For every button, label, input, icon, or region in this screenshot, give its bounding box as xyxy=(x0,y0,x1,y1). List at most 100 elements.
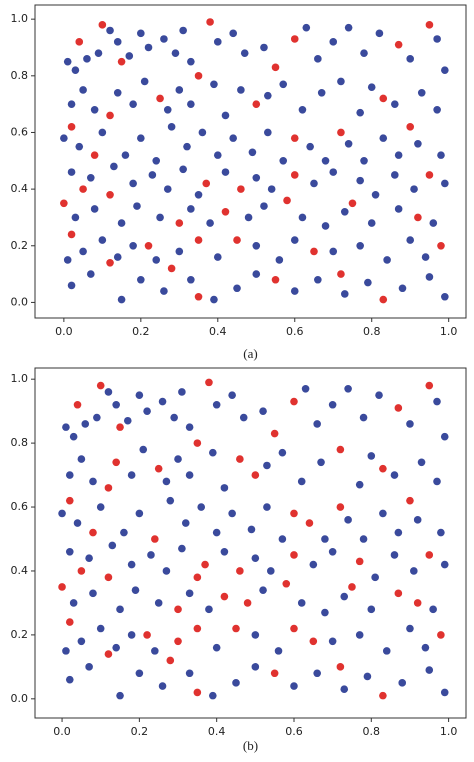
point xyxy=(417,89,426,97)
point xyxy=(167,264,176,273)
point xyxy=(135,669,144,678)
point xyxy=(344,516,352,524)
point xyxy=(77,637,86,646)
point xyxy=(65,618,74,626)
point xyxy=(113,38,122,46)
point xyxy=(355,631,364,639)
point xyxy=(364,278,372,287)
y-tick-label: 1.0 xyxy=(11,12,29,25)
point xyxy=(398,679,407,687)
y-tick-label: 0.4 xyxy=(11,564,29,577)
point xyxy=(344,384,352,393)
point xyxy=(112,458,120,467)
point xyxy=(243,599,252,607)
point xyxy=(175,86,184,94)
point xyxy=(271,275,280,284)
point xyxy=(81,420,90,428)
point xyxy=(394,40,403,49)
point xyxy=(371,573,379,582)
point xyxy=(62,423,70,431)
point xyxy=(179,165,187,174)
point xyxy=(336,503,345,511)
point xyxy=(158,397,167,406)
point xyxy=(283,196,291,205)
point xyxy=(359,413,368,422)
point xyxy=(116,605,124,614)
point xyxy=(147,551,155,559)
point xyxy=(406,123,415,131)
point xyxy=(67,168,76,176)
point xyxy=(175,247,184,256)
point xyxy=(421,643,430,652)
point xyxy=(359,535,368,543)
point xyxy=(264,91,272,100)
point xyxy=(77,567,86,575)
point xyxy=(236,567,244,575)
point xyxy=(360,156,368,165)
point xyxy=(210,80,218,89)
point xyxy=(194,292,203,301)
point xyxy=(290,509,298,518)
point xyxy=(321,535,329,543)
point xyxy=(174,455,182,463)
point xyxy=(86,173,95,182)
point xyxy=(143,407,151,415)
point xyxy=(290,287,299,295)
point xyxy=(162,567,171,575)
point xyxy=(198,128,207,137)
point xyxy=(125,52,134,60)
point xyxy=(297,599,306,607)
point xyxy=(156,213,164,222)
x-tick-label: 0.0 xyxy=(53,725,71,738)
point xyxy=(298,213,307,222)
point xyxy=(290,236,299,244)
point xyxy=(390,471,399,479)
point xyxy=(440,688,449,697)
point xyxy=(110,162,118,171)
point xyxy=(175,219,184,227)
point xyxy=(65,675,74,684)
point xyxy=(248,148,257,157)
point xyxy=(187,100,195,108)
point xyxy=(240,49,249,57)
point xyxy=(321,156,330,165)
point xyxy=(425,273,434,281)
point xyxy=(104,573,113,582)
point xyxy=(433,35,441,43)
point xyxy=(379,691,387,700)
point xyxy=(379,134,388,142)
point xyxy=(63,256,72,264)
point xyxy=(205,378,213,387)
point xyxy=(305,519,314,527)
point xyxy=(344,23,353,32)
point xyxy=(197,503,206,511)
point xyxy=(194,190,203,199)
point xyxy=(310,179,318,188)
point xyxy=(421,253,430,261)
point xyxy=(279,156,288,165)
point xyxy=(90,205,99,213)
point xyxy=(290,134,299,142)
point xyxy=(156,94,164,103)
point xyxy=(60,134,68,142)
point xyxy=(137,275,145,284)
point xyxy=(137,134,145,142)
point xyxy=(355,480,364,489)
point xyxy=(317,89,326,97)
point xyxy=(263,461,271,470)
x-tick-label: 0.4 xyxy=(208,725,226,738)
point xyxy=(221,168,230,176)
point xyxy=(228,391,236,399)
point xyxy=(67,281,76,290)
point xyxy=(394,151,403,159)
point xyxy=(193,573,202,582)
point xyxy=(314,55,322,63)
point xyxy=(209,691,217,700)
point xyxy=(274,647,283,655)
point xyxy=(398,284,407,293)
point xyxy=(152,256,161,264)
point xyxy=(340,207,349,216)
x-tick-label: 1.0 xyxy=(440,725,458,738)
point xyxy=(193,688,202,697)
